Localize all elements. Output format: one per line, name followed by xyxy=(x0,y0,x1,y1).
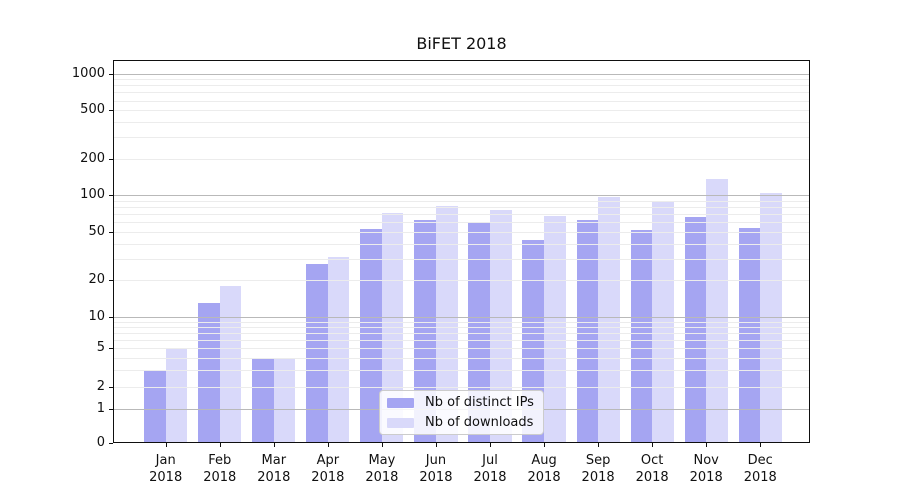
x-tick-label: Aug 2018 xyxy=(527,453,561,485)
bar-ips-apr xyxy=(306,264,328,443)
y-tick xyxy=(109,409,113,410)
bar-downloads-feb xyxy=(219,285,242,443)
bar-downloads-mar xyxy=(273,357,296,443)
x-tick-label: Jun 2018 xyxy=(419,453,453,485)
y-tick-label: 50 xyxy=(88,223,105,239)
x-tick-label: Dec 2018 xyxy=(743,453,777,485)
legend-entry-downloads: Nb of downloads xyxy=(387,413,543,433)
x-tick xyxy=(706,443,708,447)
x-tick xyxy=(544,443,546,447)
bar-ips-sep xyxy=(576,219,599,443)
x-tick xyxy=(652,443,654,447)
x-tick xyxy=(219,443,221,447)
y-tick xyxy=(109,195,113,197)
y-tick-label: 1000 xyxy=(71,65,105,81)
bar-downloads-jun xyxy=(435,205,458,443)
x-tick-label: Apr 2018 xyxy=(311,453,345,485)
bar-ips-oct xyxy=(630,229,653,443)
bar-ips-dec xyxy=(738,227,761,443)
bar-ips-may xyxy=(360,228,382,443)
legend: Nb of distinct IPs Nb of downloads xyxy=(379,390,544,435)
legend-swatch-distinct-ips xyxy=(387,397,414,408)
y-tick-label: 500 xyxy=(80,102,105,118)
chart-title: BiFET 2018 xyxy=(416,34,507,53)
bar-downloads-apr xyxy=(327,257,350,443)
bar-downloads-jan xyxy=(165,348,188,443)
x-tick xyxy=(760,443,762,447)
y-tick-label: 10 xyxy=(88,308,105,324)
y-tick-label: 20 xyxy=(88,272,105,288)
x-tick-label: Sep 2018 xyxy=(581,453,615,485)
bar-ips-feb xyxy=(198,302,220,443)
y-tick xyxy=(109,316,113,318)
y-tick xyxy=(109,110,113,112)
bar-ips-mar xyxy=(252,357,274,443)
y-tick xyxy=(109,73,113,75)
bar-downloads-dec xyxy=(760,193,782,443)
bar-downloads-nov xyxy=(706,179,728,443)
ticks-layer: Jan 2018 Feb 2018 Mar 2018 Apr 2018 May 2018… xyxy=(72,60,810,486)
x-tick-label: May 2018 xyxy=(365,453,399,485)
x-tick-label: Jul 2018 xyxy=(473,453,507,485)
bar-downloads-sep xyxy=(598,196,620,443)
y-tick xyxy=(109,387,113,389)
x-tick xyxy=(435,443,437,447)
x-tick xyxy=(598,443,600,447)
legend-swatch-downloads xyxy=(387,417,414,428)
x-tick-label: Mar 2018 xyxy=(257,453,291,485)
y-tick-label: 2 xyxy=(96,379,105,395)
y-tick xyxy=(109,158,113,160)
legend-label-downloads: Nb of downloads xyxy=(425,415,534,430)
legend-entry-distinct-ips: Nb of distinct IPs xyxy=(387,393,543,413)
bar-downloads-jul xyxy=(490,209,512,443)
y-tick-label: 0 xyxy=(96,435,105,450)
bar-ips-jun xyxy=(414,219,436,443)
x-tick xyxy=(327,443,329,447)
y-tick xyxy=(109,280,113,282)
x-tick xyxy=(381,443,383,447)
y-tick-label: 100 xyxy=(80,187,105,203)
x-tick-label: Jan 2018 xyxy=(149,453,183,485)
x-tick-label: Nov 2018 xyxy=(689,453,723,485)
y-tick-label: 200 xyxy=(80,150,105,166)
bar-downloads-oct xyxy=(652,202,674,443)
x-tick-label: Oct 2018 xyxy=(635,453,669,485)
y-tick xyxy=(109,231,113,233)
x-tick xyxy=(273,443,275,447)
y-tick-label: 5 xyxy=(96,340,105,356)
bar-ips-nov xyxy=(684,217,707,443)
x-tick xyxy=(490,443,491,447)
y-tick xyxy=(109,348,113,350)
x-tick-label: Feb 2018 xyxy=(203,453,237,485)
y-tick xyxy=(109,443,113,444)
legend-label-distinct-ips: Nb of distinct IPs xyxy=(425,395,534,410)
y-tick-label: 1 xyxy=(96,401,105,416)
x-tick xyxy=(165,443,167,447)
bar-downloads-aug xyxy=(544,216,566,443)
plot-area: Jan 2018 Feb 2018 Mar 2018 Apr 2018 May 2018… xyxy=(72,60,810,486)
